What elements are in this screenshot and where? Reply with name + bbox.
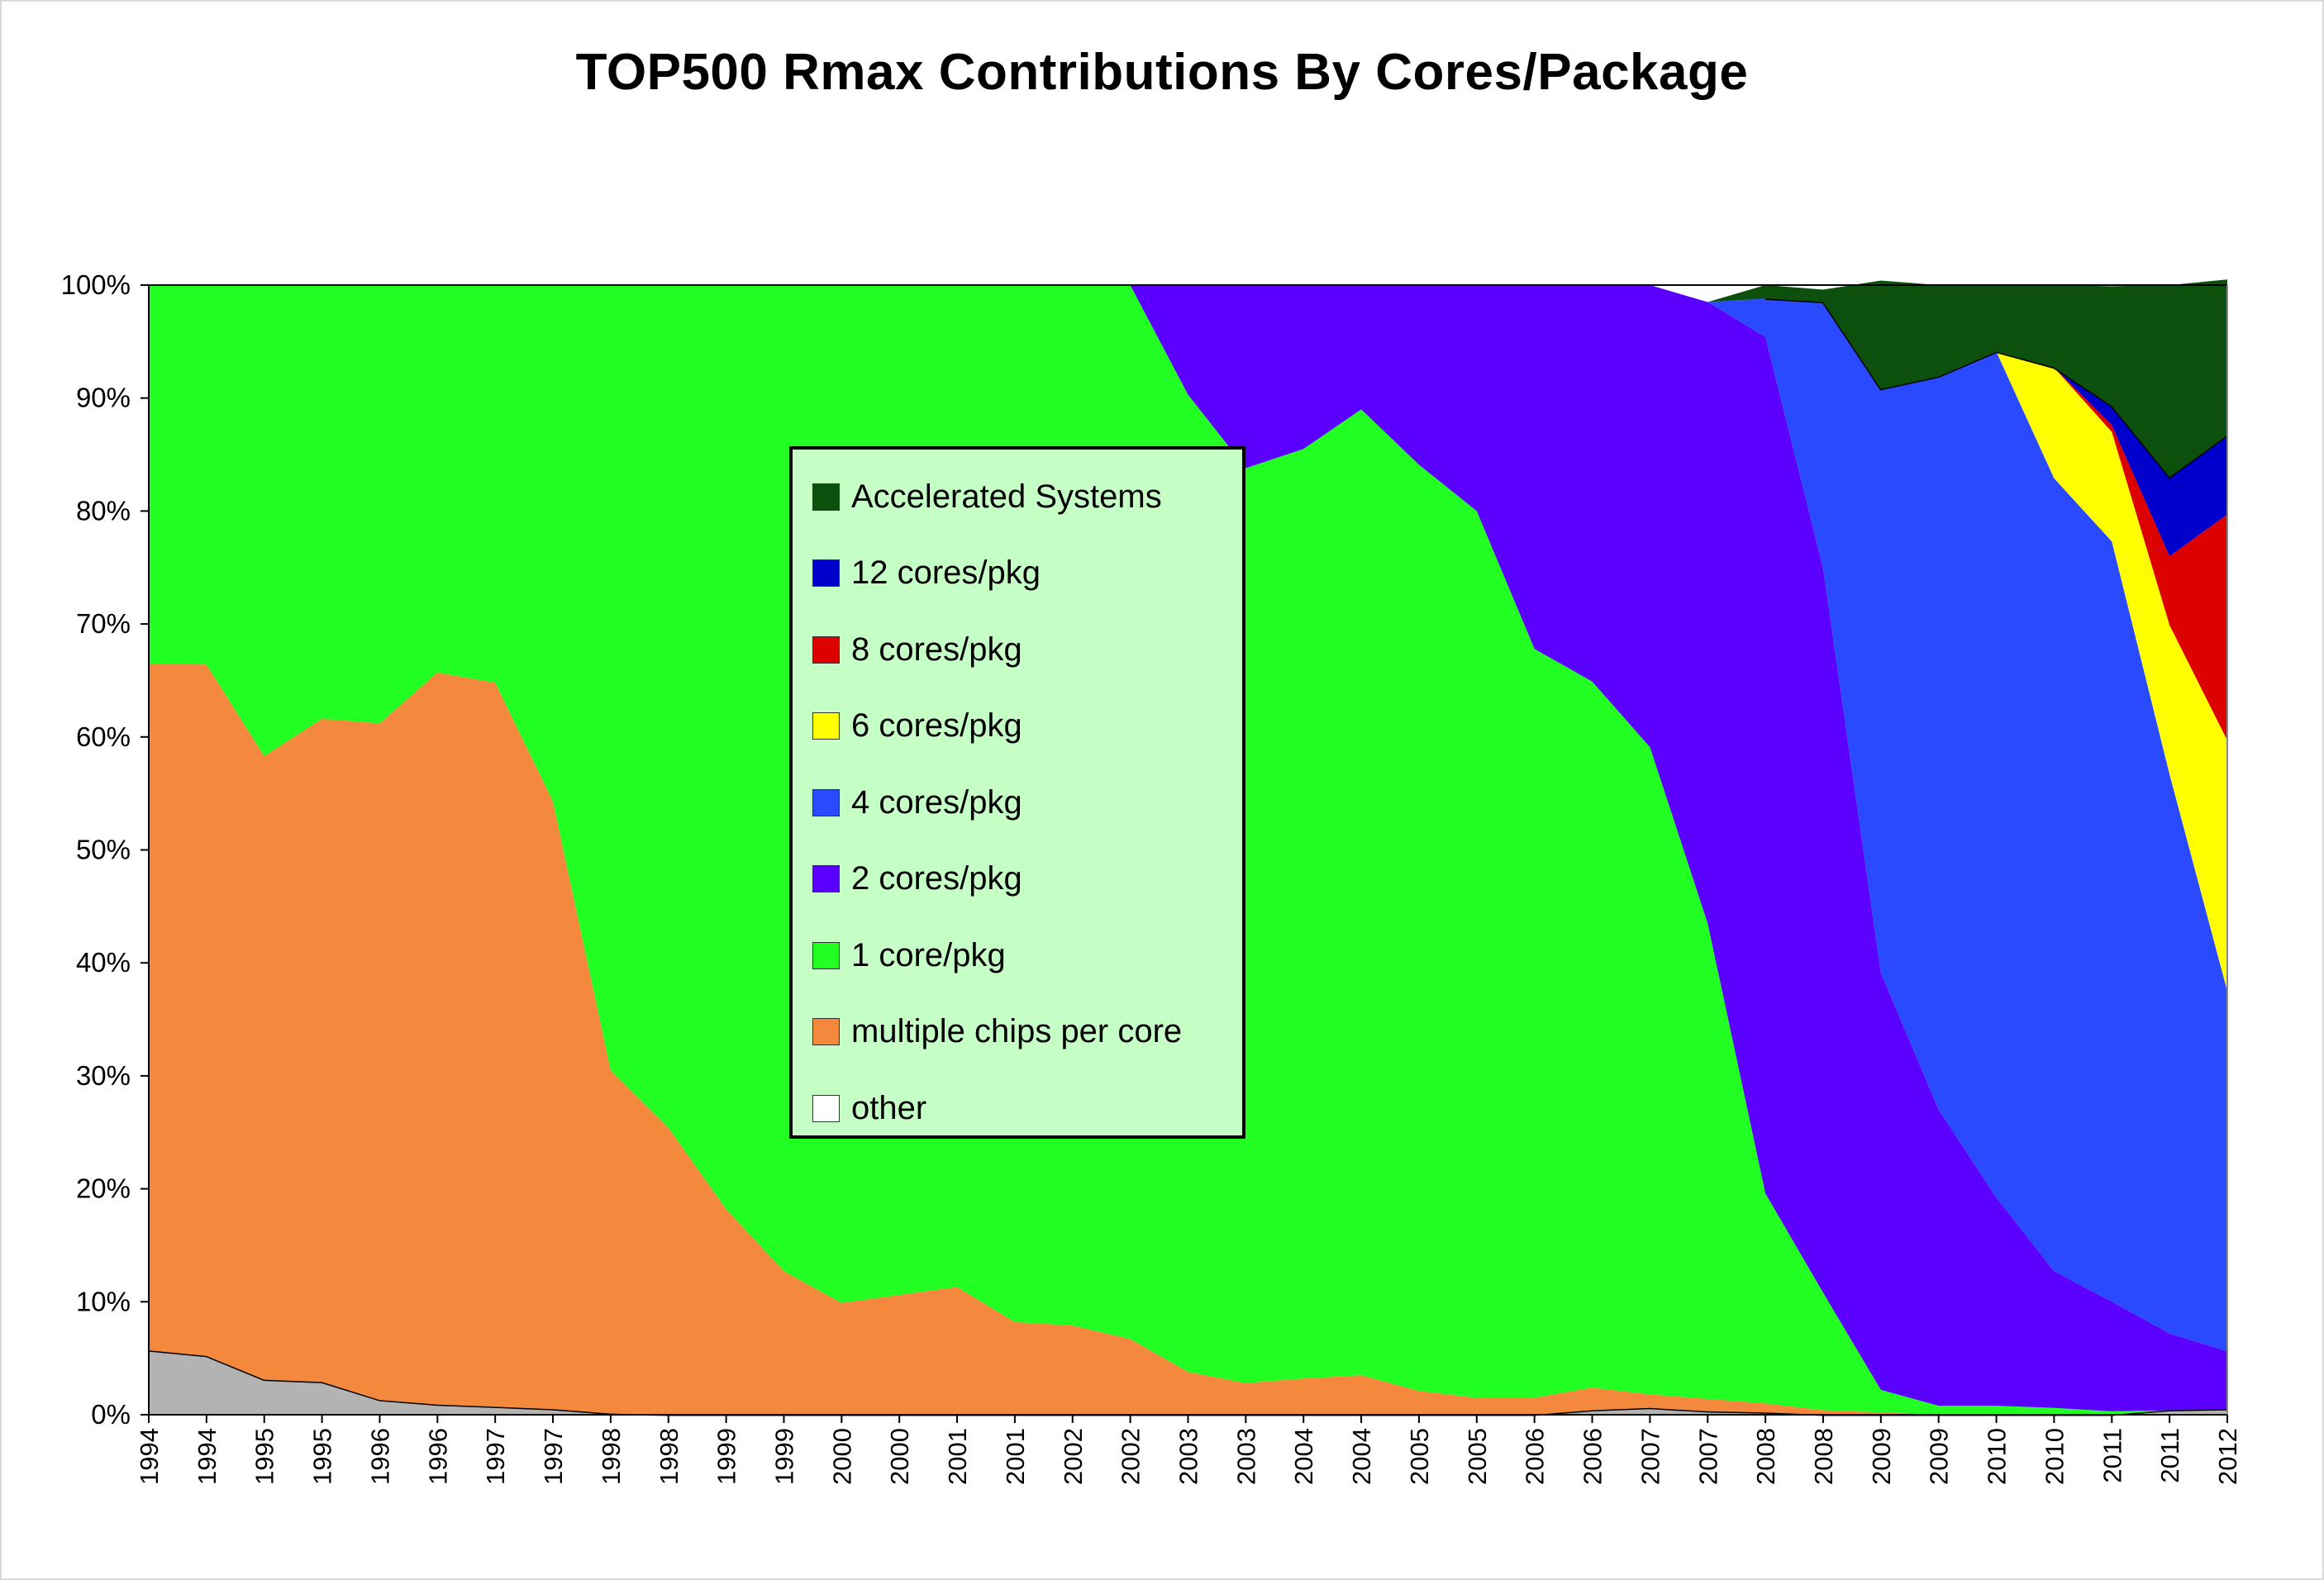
legend-label: Accelerated Systems xyxy=(851,478,1162,515)
y-tick-label: 30% xyxy=(76,1060,131,1091)
x-tick-label: 1997 xyxy=(481,1428,510,1485)
legend-swatch xyxy=(812,483,840,511)
x-tick-label: 2007 xyxy=(1693,1428,1722,1485)
legend-swatch xyxy=(812,788,840,816)
x-tick-label: 2003 xyxy=(1231,1428,1260,1485)
x-tick-label: 1996 xyxy=(423,1428,452,1485)
legend-item: Accelerated Systems xyxy=(812,476,1162,517)
legend-label: 6 cores/pkg xyxy=(851,707,1022,744)
x-tick-label: 2009 xyxy=(1925,1428,1954,1485)
chart-legend: Accelerated Systems 12 cores/pkg 8 cores/p… xyxy=(789,446,1245,1139)
x-tick-label: 2002 xyxy=(1059,1428,1088,1485)
x-tick-label: 2006 xyxy=(1579,1428,1607,1485)
legend-label: 12 cores/pkg xyxy=(851,554,1041,591)
legend-label: 2 cores/pkg xyxy=(851,860,1022,897)
x-tick-label: 1995 xyxy=(308,1428,337,1485)
x-tick-label: 1994 xyxy=(193,1428,221,1485)
x-tick-label: 2004 xyxy=(1347,1428,1376,1485)
y-tick-label: 0% xyxy=(91,1399,131,1430)
area-other xyxy=(149,1350,2227,1415)
y-tick-label: 20% xyxy=(76,1173,131,1204)
legend-label: 8 cores/pkg xyxy=(851,631,1022,668)
legend-swatch xyxy=(812,559,840,587)
legend-label: 4 cores/pkg xyxy=(851,783,1022,821)
y-tick-label: 100% xyxy=(61,269,131,300)
y-tick-label: 50% xyxy=(76,835,131,865)
x-tick-label: 1994 xyxy=(135,1428,164,1485)
legend-item: multiple chips per core xyxy=(812,1011,1182,1053)
x-tick-label: 2001 xyxy=(1001,1428,1030,1485)
x-tick-label: 2010 xyxy=(1983,1428,2012,1485)
chart-title: TOP500 Rmax Contributions By Cores/Packa… xyxy=(575,44,1749,101)
x-tick-label: 1999 xyxy=(712,1428,741,1485)
x-tick-label: 2008 xyxy=(1809,1428,1838,1485)
x-tick-label: 2005 xyxy=(1463,1428,1492,1485)
x-tick-label: 2000 xyxy=(827,1428,856,1485)
x-tick-label: 1998 xyxy=(655,1428,683,1485)
y-tick-label: 70% xyxy=(76,608,131,639)
legend-label: other xyxy=(851,1089,927,1126)
legend-item: 12 cores/pkg xyxy=(812,553,1041,594)
legend-swatch xyxy=(812,712,840,740)
legend-item: other xyxy=(812,1087,926,1129)
x-tick-label: 2000 xyxy=(885,1428,914,1485)
x-tick-label: 2001 xyxy=(943,1428,972,1485)
x-tick-label: 2010 xyxy=(2040,1428,2069,1485)
x-tick-label: 1997 xyxy=(539,1428,568,1485)
x-tick-label: 2004 xyxy=(1289,1428,1318,1485)
legend-item: 1 core/pkg xyxy=(812,935,1006,976)
y-tick-label: 60% xyxy=(76,721,131,752)
x-tick-label: 1996 xyxy=(365,1428,394,1485)
legend-swatch xyxy=(812,635,840,664)
x-tick-label: 2009 xyxy=(1867,1428,1896,1485)
x-tick-label: 2011 xyxy=(2098,1428,2126,1483)
legend-item: 2 cores/pkg xyxy=(812,859,1022,900)
legend-swatch xyxy=(812,941,840,969)
x-tick-label: 2006 xyxy=(1521,1428,1550,1485)
legend-item: 8 cores/pkg xyxy=(812,629,1022,670)
area-2-cores-pkg xyxy=(149,285,2227,1411)
area-multiple-chips-per-core xyxy=(149,663,2227,1415)
legend-label: multiple chips per core xyxy=(851,1013,1183,1049)
area-accelerated-systems xyxy=(149,279,2227,478)
x-tick-label: 2011 xyxy=(2155,1428,2184,1483)
legend-swatch xyxy=(812,865,840,892)
x-tick-label: 1998 xyxy=(597,1428,626,1485)
x-tick-label: 2002 xyxy=(1117,1428,1145,1485)
y-tick-label: 10% xyxy=(76,1286,131,1316)
legend-item: 6 cores/pkg xyxy=(812,706,1022,747)
x-tick-label: 2008 xyxy=(1751,1428,1780,1485)
x-tick-label: 2003 xyxy=(1174,1428,1203,1485)
x-tick-label: 1999 xyxy=(770,1428,799,1485)
legend-item: 4 cores/pkg xyxy=(812,782,1022,823)
x-tick-label: 2007 xyxy=(1636,1428,1664,1485)
x-tick-label: 2005 xyxy=(1405,1428,1434,1485)
x-tick-label: 1995 xyxy=(250,1428,279,1485)
y-tick-label: 90% xyxy=(76,383,131,413)
x-tick-label: 2012 xyxy=(2213,1428,2242,1485)
y-tick-label: 80% xyxy=(76,495,131,526)
legend-label: 1 core/pkg xyxy=(851,936,1006,973)
legend-swatch xyxy=(812,1094,840,1122)
y-tick-label: 40% xyxy=(76,947,131,978)
legend-swatch xyxy=(812,1018,840,1045)
